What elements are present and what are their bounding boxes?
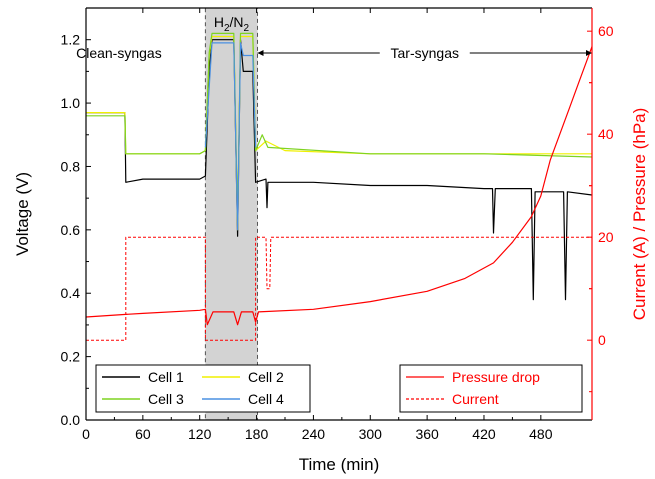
- arrow-head: [586, 50, 592, 56]
- axes-layer: 0 60 120 180 240 300 360 420 480 0.0 0.2 0.4 0.6 0.8 1…: [13, 7, 649, 474]
- y-right-tick-label: 0: [598, 332, 606, 348]
- y-left-tick-label: 0.0: [61, 412, 81, 428]
- x-axis-label: Time (min): [299, 455, 380, 474]
- y-right-tick-label: 60: [598, 23, 614, 39]
- region-label-tar-syngas: Tar-syngas: [391, 45, 459, 61]
- x-tick-label: 360: [415, 426, 439, 442]
- y-left-tick-label: 0.2: [61, 349, 81, 365]
- arrow-head: [257, 50, 264, 56]
- y-left-tick-label: 1.2: [61, 32, 81, 48]
- y-left-axis-label: Voltage (V): [13, 172, 32, 256]
- h2-n2-shaded-region: [204, 7, 259, 421]
- shaded-region-layer: [204, 7, 259, 421]
- series-line-cell-4: [204, 42, 257, 231]
- legend-label: Cell 3: [148, 391, 184, 407]
- x-tick-label: 120: [188, 426, 212, 442]
- x-tick-label: 300: [359, 426, 383, 442]
- y-left-tick-label: 0.4: [61, 285, 81, 301]
- y-left-tick-label: 1.0: [61, 95, 81, 111]
- legend-label: Cell 2: [248, 369, 284, 385]
- legend-right-box: [399, 364, 583, 413]
- series-line-pressure-drop: [85, 46, 593, 326]
- x-tick-label: 180: [245, 426, 269, 442]
- region-label-bg: [379, 44, 470, 60]
- y-right-axis-label: Current (A) / Pressure (hPa): [630, 108, 649, 321]
- region-label-bg: [66, 44, 171, 60]
- x-tick-label: 0: [82, 426, 90, 442]
- series-line-current: [86, 236, 592, 341]
- legend-label: Current: [452, 391, 499, 407]
- x-tick-label: 240: [302, 426, 326, 442]
- x-tick-label: 420: [472, 426, 496, 442]
- x-tick-label: 480: [529, 426, 553, 442]
- y-right-tick-label: 40: [598, 126, 614, 142]
- annotation-layer: Clean-syngas H2/N2 Tar-syngas: [66, 14, 592, 61]
- series-layer: [85, 32, 593, 341]
- legend-label: Pressure drop: [452, 369, 540, 385]
- x-tick-label: 60: [135, 426, 151, 442]
- legend-left-box: [95, 364, 311, 413]
- legend-label: Cell 1: [148, 369, 184, 385]
- y-left-tick-label: 0.8: [61, 158, 81, 174]
- legend-label: Cell 4: [248, 391, 284, 407]
- region-label-h2-n2: H2/N2: [214, 14, 250, 34]
- y-right-tick-label: 20: [598, 229, 614, 245]
- y-left-tick-label: 0.6: [61, 222, 81, 238]
- region-label-clean-syngas: Clean-syngas: [76, 45, 162, 61]
- series-line-cell-1: [86, 39, 593, 301]
- legend-layer: Cell 1 Cell 2 Cell 3 Cell 4 Pressure drop Cur…: [95, 364, 583, 413]
